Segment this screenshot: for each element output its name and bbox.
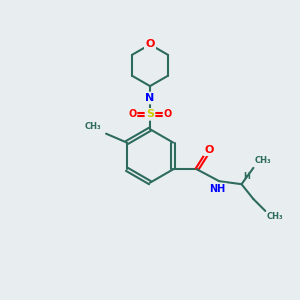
Text: N: N [146,93,154,103]
Text: NH: NH [210,184,226,194]
Text: H: H [243,172,250,181]
Text: O: O [164,109,172,119]
Text: CH₃: CH₃ [85,122,102,131]
Text: O: O [145,40,155,50]
Text: O: O [128,109,136,119]
Text: S: S [146,109,154,119]
Text: CH₃: CH₃ [267,212,284,221]
Text: CH₃: CH₃ [255,156,272,165]
Text: O: O [204,145,214,155]
